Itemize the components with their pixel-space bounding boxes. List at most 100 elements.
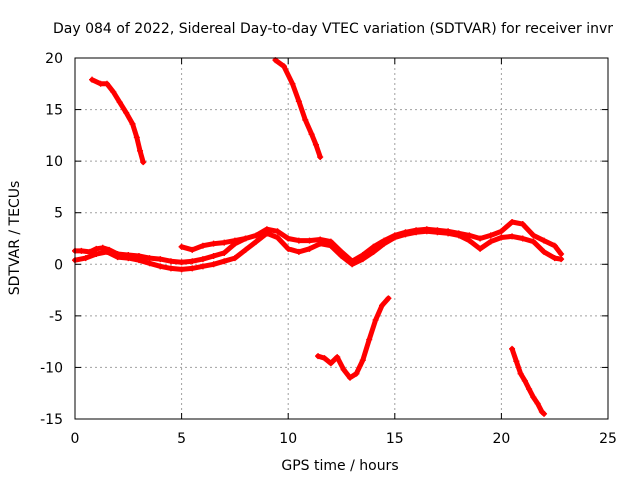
- data-point: [455, 232, 462, 239]
- y-tick-label: 15: [45, 103, 63, 119]
- data-point: [551, 255, 558, 262]
- x-tick-label: 10: [279, 431, 297, 447]
- series-trace: [89, 77, 146, 165]
- x-tick-labels: 0 5 10 15 20 25: [71, 431, 617, 447]
- data-point: [242, 246, 249, 253]
- data-point: [306, 245, 313, 252]
- y-tick-label: 0: [54, 257, 63, 273]
- data-point: [199, 256, 206, 263]
- data-point: [385, 295, 392, 302]
- data-point: [82, 255, 89, 262]
- data-point: [541, 410, 548, 417]
- data-point: [295, 237, 302, 244]
- data-point: [125, 255, 132, 262]
- data-point: [146, 255, 153, 262]
- data-point: [263, 230, 270, 237]
- data-point: [221, 239, 228, 246]
- data-point: [137, 147, 144, 154]
- data-point: [509, 233, 516, 240]
- data-point: [93, 250, 100, 257]
- data-point: [103, 248, 110, 255]
- data-point: [487, 238, 494, 245]
- data-point: [312, 141, 319, 148]
- data-point: [558, 256, 565, 263]
- data-point: [274, 234, 281, 241]
- data-points: [72, 57, 565, 417]
- data-point: [534, 400, 541, 407]
- data-point: [140, 159, 147, 166]
- data-point: [321, 355, 328, 362]
- data-point: [530, 232, 537, 239]
- x-axis-label: GPS time / hours: [281, 458, 398, 474]
- data-point: [199, 242, 206, 249]
- axis-ticks: [74, 57, 609, 420]
- data-point: [359, 357, 366, 364]
- data-point: [551, 242, 558, 249]
- data-point: [445, 230, 452, 237]
- data-point: [530, 394, 537, 401]
- data-point: [327, 242, 334, 249]
- y-tick-label: 5: [54, 206, 63, 222]
- data-point: [274, 228, 281, 235]
- data-point: [253, 232, 260, 239]
- data-point: [231, 237, 238, 244]
- data-point: [221, 258, 228, 265]
- y-tick-label: 10: [45, 154, 63, 170]
- data-point: [541, 248, 548, 255]
- x-tick-label: 5: [177, 431, 186, 447]
- data-point: [178, 259, 185, 266]
- series-trace: [272, 57, 323, 160]
- data-point: [116, 99, 123, 106]
- series-main-band-lower: [72, 228, 565, 273]
- data-point: [133, 134, 140, 141]
- data-point: [97, 80, 104, 87]
- data-point: [526, 386, 533, 393]
- data-point: [302, 116, 309, 123]
- y-tick-label: -5: [49, 309, 63, 325]
- data-point: [210, 253, 217, 260]
- series-branch-early-high: [89, 76, 147, 166]
- data-point: [114, 254, 121, 261]
- data-point: [498, 234, 505, 241]
- y-tick-label: -15: [40, 412, 63, 428]
- data-point: [289, 80, 296, 87]
- data-point: [210, 261, 217, 268]
- data-point: [189, 246, 196, 253]
- data-point: [519, 235, 526, 242]
- series-branch-afternoon-low: [315, 295, 392, 381]
- data-point: [189, 258, 196, 265]
- data-point: [285, 235, 292, 242]
- data-point: [370, 248, 377, 255]
- x-tick-label: 20: [492, 431, 510, 447]
- data-point: [509, 218, 516, 225]
- data-point: [317, 154, 324, 161]
- series-main-band-extra: [178, 235, 249, 253]
- data-point: [178, 266, 185, 273]
- x-tick-label: 0: [71, 431, 80, 447]
- data-point: [349, 261, 356, 268]
- chart-title: Day 084 of 2022, Sidereal Day-to-day VTE…: [53, 21, 613, 37]
- data-point: [123, 109, 130, 116]
- data-point: [477, 235, 484, 242]
- data-point: [353, 370, 360, 377]
- data-point: [423, 228, 430, 235]
- data-point: [253, 238, 260, 245]
- data-point: [477, 245, 484, 252]
- data-point: [285, 245, 292, 252]
- data-point: [513, 358, 520, 365]
- data-point: [135, 257, 142, 264]
- y-tick-label: -10: [40, 360, 63, 376]
- data-point: [146, 260, 153, 267]
- data-point: [315, 353, 322, 360]
- data-point: [110, 89, 117, 96]
- data-point: [93, 245, 100, 252]
- y-tick-labels: -15 -10 -5 0 5 10 15 20: [40, 51, 63, 428]
- data-point: [295, 248, 302, 255]
- data-point: [340, 366, 347, 373]
- data-point: [317, 240, 324, 247]
- data-point: [78, 247, 85, 254]
- data-point: [370, 243, 377, 250]
- data-point: [89, 76, 96, 83]
- data-point: [530, 238, 537, 245]
